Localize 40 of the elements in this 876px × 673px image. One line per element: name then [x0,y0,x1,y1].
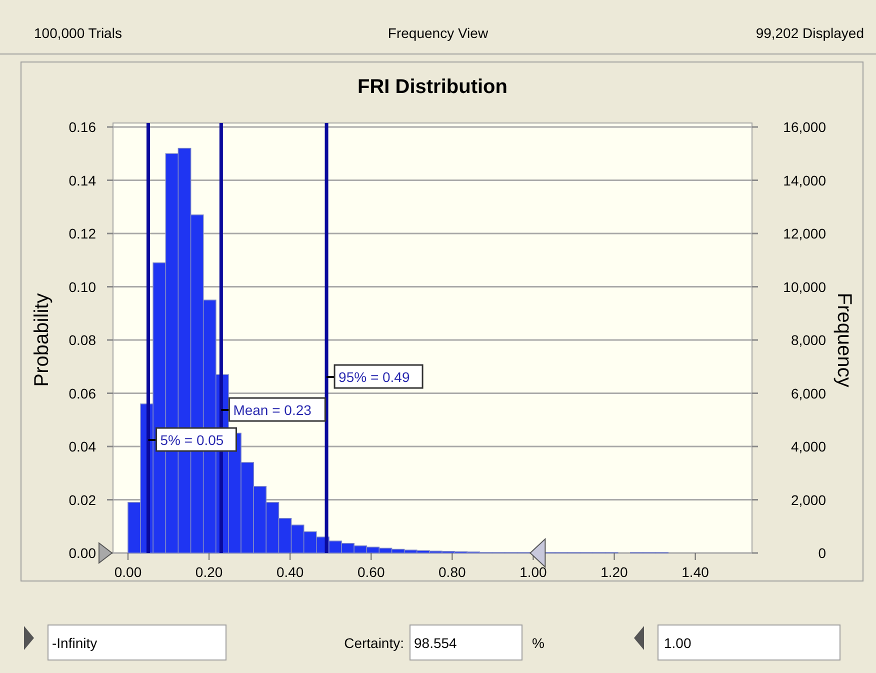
text: % [532,635,544,651]
y-tick-label: 0.12 [68,226,96,242]
y-tick-label: 0.10 [68,278,96,295]
y-tick-label: 0.00 [68,545,96,561]
text: 99,202 Displayed [756,25,864,41]
x-tick-label: 0.40 [276,564,304,580]
y2-tick-label: 14,000 [783,172,826,188]
x-tick-label: 0.80 [438,564,466,580]
y-axis-title: Probability [31,293,53,387]
chart-title: FRI Distribution [358,76,508,98]
text: -Infinity [52,635,98,651]
x-tick-label: 1.00 [520,564,548,580]
ref-line-label: Mean = 0.23 [233,402,312,418]
x-tick-label: 0.60 [357,564,385,580]
y2-tick-label: 16,000 [783,119,826,135]
y2-tick-label: 12,000 [783,226,826,242]
y-tick-label: 0.08 [68,332,96,348]
text: 98.554 [414,635,458,651]
y-tick-label: 0.04 [68,438,96,454]
y-tick-label: 0.02 [68,492,96,508]
y2-tick-label: 0 [818,545,826,561]
y2-tick-label: 2,000 [790,492,826,508]
text: Certainty: [344,635,404,651]
y2-tick-label: 4,000 [790,438,826,454]
y-tick-label: 0.06 [68,385,96,402]
ref-line-label: 95% = 0.49 [338,369,410,385]
text: 1.00 [664,635,692,651]
text: 100,000 Trials [34,25,122,41]
ref-line-label: 5% = 0.05 [160,432,224,448]
y2-tick-label: 8,000 [790,332,826,348]
x-tick-label: 1.20 [600,564,628,580]
y2-tick-label: 6,000 [790,385,826,402]
x-tick-label: 0.20 [195,564,223,580]
x-tick-label: 1.40 [682,564,710,580]
y-tick-label: 0.16 [68,119,96,135]
text: Frequency View [388,25,489,41]
x-tick-label: 0.00 [114,564,142,580]
y2-axis-title: Frequency [833,292,855,388]
y2-tick-label: 10,000 [783,278,826,295]
y-tick-label: 0.14 [68,172,96,188]
